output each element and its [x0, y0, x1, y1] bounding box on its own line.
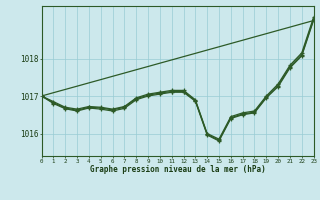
X-axis label: Graphe pression niveau de la mer (hPa): Graphe pression niveau de la mer (hPa) — [90, 165, 266, 174]
